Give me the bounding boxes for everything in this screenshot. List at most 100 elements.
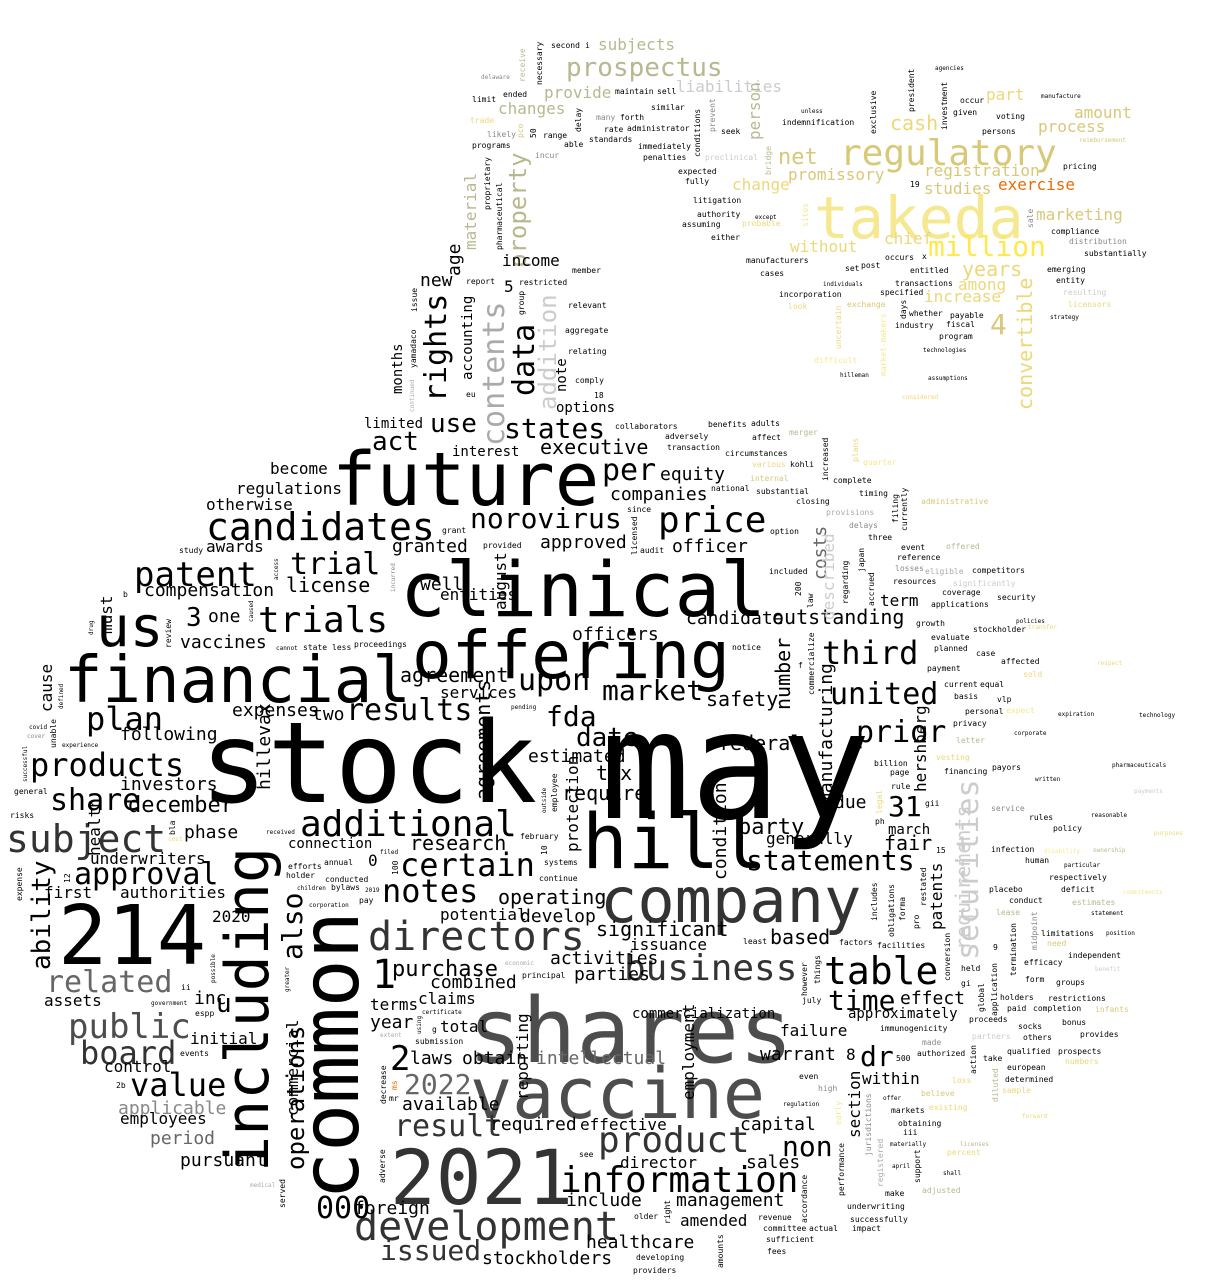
word-collaborators: collaborators [615, 422, 678, 431]
word-gi: gi [961, 979, 971, 988]
word-event: event [901, 543, 925, 552]
word-adverse: adverse [378, 1149, 387, 1183]
word-circumstances: circumstances [725, 449, 788, 458]
word-others: others [1023, 1033, 1052, 1042]
word-3: 3 [186, 603, 202, 633]
word-phase: phase [184, 822, 238, 843]
word-page: page [890, 768, 909, 777]
word-greater: greater [284, 966, 291, 992]
word-required: required [490, 1114, 577, 1135]
word-fiscal: fiscal [946, 320, 975, 329]
word-outstanding: outstanding [772, 605, 904, 629]
word-cannot: cannot [276, 645, 298, 652]
word-less: less [332, 643, 351, 652]
word-us: us [96, 595, 163, 660]
word-post: post [861, 261, 880, 270]
word-licensors: licensors [1068, 300, 1112, 309]
word-current: current [944, 680, 978, 689]
word-0: 0 [368, 851, 378, 870]
word-bylaws: bylaws [331, 883, 360, 892]
word-written: written [1035, 776, 1061, 783]
word-distribution: distribution [1069, 237, 1127, 246]
word-awards: awards [206, 537, 264, 556]
word-stockholder: stockholder [973, 625, 1026, 634]
word-candidate: candidate [686, 608, 784, 629]
word-exchange: exchange [847, 300, 886, 309]
word-foreign: foreign [354, 1198, 430, 1219]
word-resulting: resulting [1063, 288, 1107, 297]
word-august: august [491, 552, 510, 610]
word-contents: contents [477, 302, 512, 447]
word-delays: delays [849, 521, 878, 530]
word-forma: forma [898, 897, 907, 921]
word-iii: iii [903, 1128, 918, 1137]
word-united: united [830, 677, 938, 712]
word-product: product [598, 1120, 750, 1161]
word-relating: relating [568, 347, 607, 356]
word-conditions: conditions [693, 109, 702, 157]
word-affected: affected [1001, 657, 1040, 666]
word-shares: shares [468, 979, 793, 1084]
word-able: able [564, 140, 583, 149]
word-transactions: transactions [895, 279, 953, 288]
word-information: information [560, 1160, 798, 1201]
word-corporate: corporate [1014, 730, 1047, 737]
word-hilleman: hilleman [840, 372, 869, 379]
word-layer: maystocksharesvaccineclinicalcompany2142… [6, 35, 1183, 1275]
word-loss: loss [952, 1076, 971, 1085]
word-prevent: prevent [708, 98, 717, 132]
word-personal: personal [965, 707, 1004, 716]
word-entitled: entitled [910, 266, 949, 275]
word-corporation: corporation [309, 902, 349, 909]
word-estimated: estimated [528, 746, 626, 767]
word-expense: expense [15, 867, 24, 901]
word-april: april [892, 1163, 910, 1170]
word-states: states [504, 412, 605, 445]
word-continued: continued [409, 379, 416, 412]
word-commitments: commitments [1123, 889, 1163, 896]
word-using: using [416, 1016, 423, 1034]
word-2020: 2020 [212, 907, 251, 926]
word-conducted: conducted [325, 875, 369, 884]
word-diluted: diluted [991, 1068, 1000, 1102]
word-12: 12 [63, 873, 72, 883]
word-proceeds: proceeds [969, 1015, 1008, 1024]
word-options: options [556, 400, 615, 416]
word-operations: operations [282, 1026, 310, 1171]
word-cases: cases [760, 269, 784, 278]
word-considered: considered [902, 394, 939, 401]
word-sufficient: sufficient [766, 1235, 814, 1244]
word-norovirus: norovirus [470, 502, 622, 535]
word-authority: authority [697, 210, 741, 219]
word-purposes: purposes [1154, 830, 1183, 837]
word-offer: offer [883, 1095, 901, 1102]
word-make: make [885, 1189, 904, 1198]
word-since: since [627, 505, 651, 514]
word-10: 10 [540, 845, 549, 855]
word-obtaining: obtaining [898, 1119, 942, 1128]
word-probable: probable [742, 219, 781, 228]
word-paid: paid [1007, 1004, 1026, 1013]
word-date: date [576, 723, 639, 753]
word-b: b [123, 590, 128, 599]
word-application: application [990, 963, 999, 1016]
word-principal: principal [522, 971, 566, 980]
word-applications: applications [931, 600, 989, 609]
word-president: president [907, 68, 916, 112]
word-provided: provided [483, 541, 522, 550]
word-regulation: regulation [783, 1101, 820, 1108]
word-whether: whether [909, 309, 943, 318]
word-providers: providers [633, 1266, 677, 1275]
word-losses: losses [895, 564, 924, 573]
word-look: look [788, 302, 807, 311]
word-determined: determined [1005, 1075, 1053, 1084]
word-successful: successful [22, 745, 29, 782]
word-benefits: benefits [708, 420, 747, 429]
word-groups: groups [1056, 978, 1085, 987]
word-2021: 2021 [390, 1133, 573, 1222]
word-based: based [770, 925, 830, 949]
word-available: available [402, 1094, 500, 1115]
word-delaware: delaware [481, 74, 510, 81]
word-range: range [543, 131, 567, 140]
word-basis: basis [954, 692, 978, 701]
